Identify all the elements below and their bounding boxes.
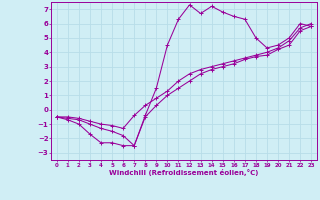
X-axis label: Windchill (Refroidissement éolien,°C): Windchill (Refroidissement éolien,°C): [109, 169, 259, 176]
